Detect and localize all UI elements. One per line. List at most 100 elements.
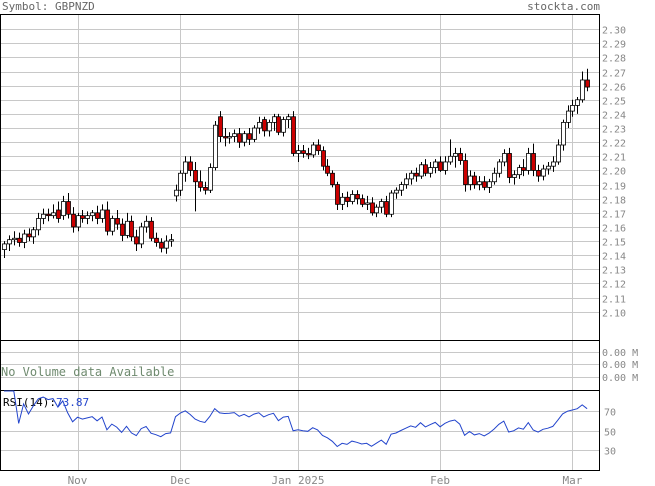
candle: [213, 120, 218, 171]
candle: [458, 147, 463, 165]
volume-grid: [1, 341, 599, 390]
candle: [345, 191, 350, 208]
candle-body: [335, 184, 340, 205]
candle: [27, 228, 32, 242]
candle: [286, 113, 291, 129]
candle: [22, 229, 27, 249]
candle-body: [311, 144, 316, 156]
candle-body: [365, 202, 370, 205]
header-symbol-label: Symbol: GBPNZD: [2, 0, 95, 13]
candle: [193, 161, 198, 212]
volume-tick-label: 0.00 M: [602, 348, 638, 359]
candle: [374, 204, 379, 218]
candle-body: [115, 218, 120, 225]
x-tick-label: Jan 2025: [272, 474, 325, 486]
candle-body: [286, 116, 291, 120]
price-tick-label: 2.24: [602, 111, 626, 122]
candle-body: [296, 150, 301, 154]
candle: [85, 211, 90, 225]
candle: [394, 187, 399, 199]
candle: [311, 142, 316, 158]
price-tick-label: 2.29: [602, 40, 626, 51]
candle: [335, 181, 340, 210]
candle: [546, 161, 551, 175]
candle: [144, 215, 149, 233]
candle-body: [281, 119, 286, 133]
candle: [232, 129, 237, 143]
candle: [247, 128, 252, 145]
candle: [203, 181, 208, 195]
candle: [76, 212, 81, 232]
candle-body: [164, 240, 169, 249]
candle: [12, 231, 17, 246]
candle: [575, 96, 580, 114]
symbol-caption: Symbol:: [2, 0, 49, 13]
candle: [46, 208, 51, 222]
candle: [267, 119, 272, 137]
candle: [370, 197, 375, 216]
candle: [379, 198, 384, 213]
candle-body: [566, 110, 571, 123]
candle: [521, 159, 526, 177]
candle-body: [51, 212, 56, 217]
candle: [134, 229, 139, 251]
candle-body: [443, 161, 448, 171]
candle: [541, 164, 546, 181]
candle-body: [183, 161, 188, 174]
price-tick-label: 2.26: [602, 83, 626, 94]
candle: [423, 159, 428, 177]
candle: [472, 171, 477, 189]
candle-body: [517, 167, 522, 176]
candle: [36, 212, 41, 236]
candle-body: [188, 161, 193, 171]
candle: [223, 128, 228, 147]
candle-body: [526, 153, 531, 171]
candle-body: [178, 172, 183, 191]
candle-body: [541, 168, 546, 177]
price-tick-label: 2.12: [602, 280, 626, 291]
candle-body: [100, 209, 105, 219]
candle-body: [384, 201, 389, 215]
price-tick-label: 2.11: [602, 295, 626, 306]
candle-body: [389, 192, 394, 215]
candle: [443, 156, 448, 175]
volume-tick-label: 0.00 M: [602, 373, 638, 384]
candle-body: [61, 201, 66, 217]
candle-body: [66, 201, 71, 215]
candle: [164, 235, 169, 254]
candle-body: [154, 237, 159, 243]
candle: [463, 153, 468, 192]
candle: [551, 156, 556, 172]
candle-body: [350, 194, 355, 202]
candle: [129, 215, 134, 242]
candle-body: [404, 178, 409, 185]
candle-body: [399, 184, 404, 191]
candle-body: [85, 215, 90, 219]
candle: [56, 201, 61, 223]
candle-body: [468, 175, 473, 185]
candle: [61, 195, 66, 220]
candle-body: [193, 170, 198, 183]
candle-body: [561, 121, 566, 146]
candle-body: [223, 136, 228, 139]
candle: [227, 132, 232, 144]
candle: [561, 119, 566, 151]
candle: [17, 232, 22, 247]
candle-body: [570, 105, 575, 112]
candle-body: [419, 164, 424, 177]
candle-body: [46, 213, 51, 217]
candle-body: [374, 206, 379, 214]
candle: [105, 201, 110, 236]
candle-body: [370, 202, 375, 214]
candle: [526, 147, 531, 175]
candle: [428, 161, 433, 178]
candle-body: [110, 218, 115, 232]
price-tick-label: 2.25: [602, 97, 626, 108]
candle: [169, 234, 174, 247]
price-tick-label: 2.17: [602, 210, 626, 221]
candle-body: [546, 165, 551, 170]
candle: [120, 218, 125, 242]
candle: [154, 232, 159, 247]
x-tick-label: Feb: [430, 474, 450, 486]
candle-body: [174, 189, 179, 197]
